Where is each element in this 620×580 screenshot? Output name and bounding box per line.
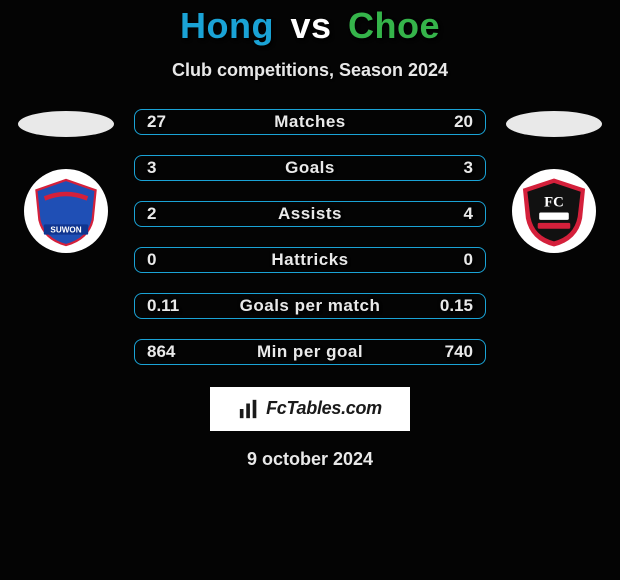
stat-row: 27 Matches 20 bbox=[134, 109, 486, 135]
stat-row: 0.11 Goals per match 0.15 bbox=[134, 293, 486, 319]
stat-value-left: 2 bbox=[147, 204, 156, 224]
stat-value-left: 3 bbox=[147, 158, 156, 178]
suwon-crest-label: SUWON bbox=[50, 225, 81, 234]
stat-value-right: 740 bbox=[445, 342, 473, 362]
stats-table: 27 Matches 20 3 Goals 3 2 Assists 4 0 Hattricks 0 0.… bbox=[134, 109, 486, 365]
stat-value-left: 27 bbox=[147, 112, 166, 132]
stat-value-right: 3 bbox=[464, 158, 473, 178]
title-player2: Choe bbox=[348, 5, 440, 46]
page-title: Hong vs Choe bbox=[180, 6, 440, 46]
stat-label: Matches bbox=[274, 112, 346, 132]
stat-value-right: 0 bbox=[464, 250, 473, 270]
branding-text: FcTables.com bbox=[266, 398, 382, 419]
stat-label: Assists bbox=[278, 204, 342, 224]
player1-column: SUWON bbox=[16, 109, 116, 253]
stat-row: 0 Hattricks 0 bbox=[134, 247, 486, 273]
title-player1: Hong bbox=[180, 5, 274, 46]
stat-value-left: 864 bbox=[147, 342, 175, 362]
bucheon-crest-monogram: FC bbox=[544, 194, 564, 210]
branding-badge[interactable]: FcTables.com bbox=[210, 387, 410, 431]
page-root: Hong vs Choe Club competitions, Season 2… bbox=[0, 0, 620, 470]
stat-value-right: 20 bbox=[454, 112, 473, 132]
stat-row: 2 Assists 4 bbox=[134, 201, 486, 227]
stat-value-left: 0.11 bbox=[147, 296, 179, 316]
stat-label: Goals per match bbox=[240, 296, 381, 316]
footer-date: 9 october 2024 bbox=[247, 449, 373, 470]
stat-row: 864 Min per goal 740 bbox=[134, 339, 486, 365]
main-row: SUWON 27 Matches 20 3 Goals 3 2 Assists 4 0 Hattri… bbox=[0, 109, 620, 365]
player2-avatar-placeholder bbox=[506, 111, 602, 137]
stat-value-left: 0 bbox=[147, 250, 156, 270]
stat-label: Hattricks bbox=[271, 250, 348, 270]
stat-label: Min per goal bbox=[257, 342, 363, 362]
bar-chart-icon bbox=[238, 398, 260, 420]
stat-value-right: 4 bbox=[464, 204, 473, 224]
stat-row: 3 Goals 3 bbox=[134, 155, 486, 181]
stat-label: Goals bbox=[285, 158, 335, 178]
subtitle: Club competitions, Season 2024 bbox=[172, 60, 448, 81]
suwon-crest-icon: SUWON bbox=[24, 169, 108, 253]
stat-value-right: 0.15 bbox=[440, 296, 473, 316]
player2-column: FC bbox=[504, 109, 604, 253]
player1-avatar-placeholder bbox=[18, 111, 114, 137]
title-vs: vs bbox=[290, 5, 331, 46]
bucheon-crest-icon: FC bbox=[512, 169, 596, 253]
